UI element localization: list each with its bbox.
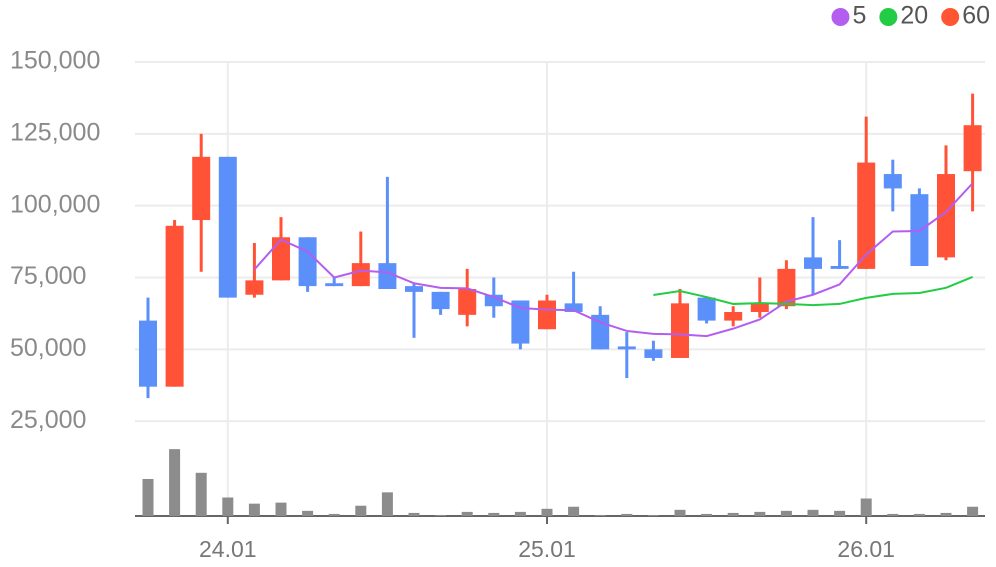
candle-body	[484, 294, 503, 307]
candle-body	[830, 266, 849, 269]
x-tick-label: 24.01	[199, 536, 257, 562]
volume-bar	[461, 511, 473, 516]
volume-bar	[248, 503, 260, 516]
candle-body	[671, 303, 689, 358]
candle-body	[405, 286, 423, 292]
candle-body	[192, 156, 211, 221]
volume-bar	[328, 513, 340, 516]
volume-bar	[275, 502, 287, 516]
volume-bar	[408, 512, 420, 516]
candle-body	[617, 346, 636, 350]
volume-bar	[514, 511, 526, 516]
candle-body	[857, 162, 876, 269]
y-tick-label: 75,000	[10, 262, 86, 290]
volume-bar	[780, 510, 792, 516]
y-tick-label: 25,000	[10, 406, 86, 434]
candle-body	[750, 303, 769, 312]
candle-body	[218, 156, 237, 298]
candle-body	[139, 320, 157, 387]
candle-body	[351, 263, 370, 287]
x-tick-label: 26.01	[837, 536, 895, 562]
volume-bar	[222, 497, 234, 516]
volume-bar	[940, 512, 952, 516]
candle-body	[511, 300, 530, 344]
legend-label: 5	[852, 2, 866, 30]
volume-bar	[621, 513, 633, 516]
volume-bar	[381, 492, 393, 516]
ma-line	[653, 275, 973, 307]
candle-body	[538, 300, 556, 330]
candle-body	[458, 288, 477, 315]
candle-body	[165, 225, 184, 387]
x-tick-label: 25.01	[518, 536, 576, 562]
volume-bar	[913, 513, 925, 516]
candle-body	[431, 291, 450, 310]
y-tick-label: 100,000	[10, 190, 100, 218]
candle-body	[272, 237, 290, 281]
volume-bar	[594, 514, 606, 516]
volume-bar	[302, 510, 314, 516]
volume-bar	[541, 508, 553, 516]
candle-body	[963, 125, 982, 172]
candle-body	[777, 268, 796, 307]
volume-bar	[807, 509, 819, 516]
volume-bar	[967, 506, 979, 516]
volume-bar	[887, 513, 899, 516]
volume-bar	[834, 510, 846, 516]
legend-marker	[831, 8, 850, 26]
volume-bar	[647, 514, 659, 516]
volume-bar	[488, 512, 500, 516]
volume-bar	[435, 514, 447, 516]
candle-body	[883, 174, 902, 189]
volume-bar	[169, 449, 181, 516]
candle-body	[724, 311, 743, 321]
volume-bar	[674, 509, 686, 516]
y-tick-label: 150,000	[10, 47, 100, 75]
y-tick-label: 125,000	[10, 118, 100, 146]
volume-bar	[195, 472, 207, 516]
volume-bar	[142, 478, 154, 516]
candle-body	[937, 174, 955, 258]
volume-bar	[701, 513, 713, 516]
volume-bar	[754, 511, 766, 516]
volume-bar	[727, 512, 739, 516]
volume-bar	[860, 498, 872, 516]
candle-body	[644, 349, 663, 358]
volume-bar	[355, 505, 367, 516]
ma-line	[253, 182, 974, 338]
candle-body	[245, 280, 264, 295]
legend-label: 60	[962, 2, 990, 30]
y-tick-label: 50,000	[10, 334, 86, 362]
volume-bar	[568, 506, 580, 516]
candle-body	[378, 263, 397, 289]
legend-marker	[879, 8, 898, 26]
legend-label: 20	[900, 2, 928, 30]
candle-body	[325, 283, 344, 287]
candle-body	[564, 303, 583, 312]
candle-body	[804, 257, 822, 269]
legend-marker	[941, 8, 960, 26]
candle-body	[697, 297, 716, 321]
candle-body	[298, 237, 317, 287]
